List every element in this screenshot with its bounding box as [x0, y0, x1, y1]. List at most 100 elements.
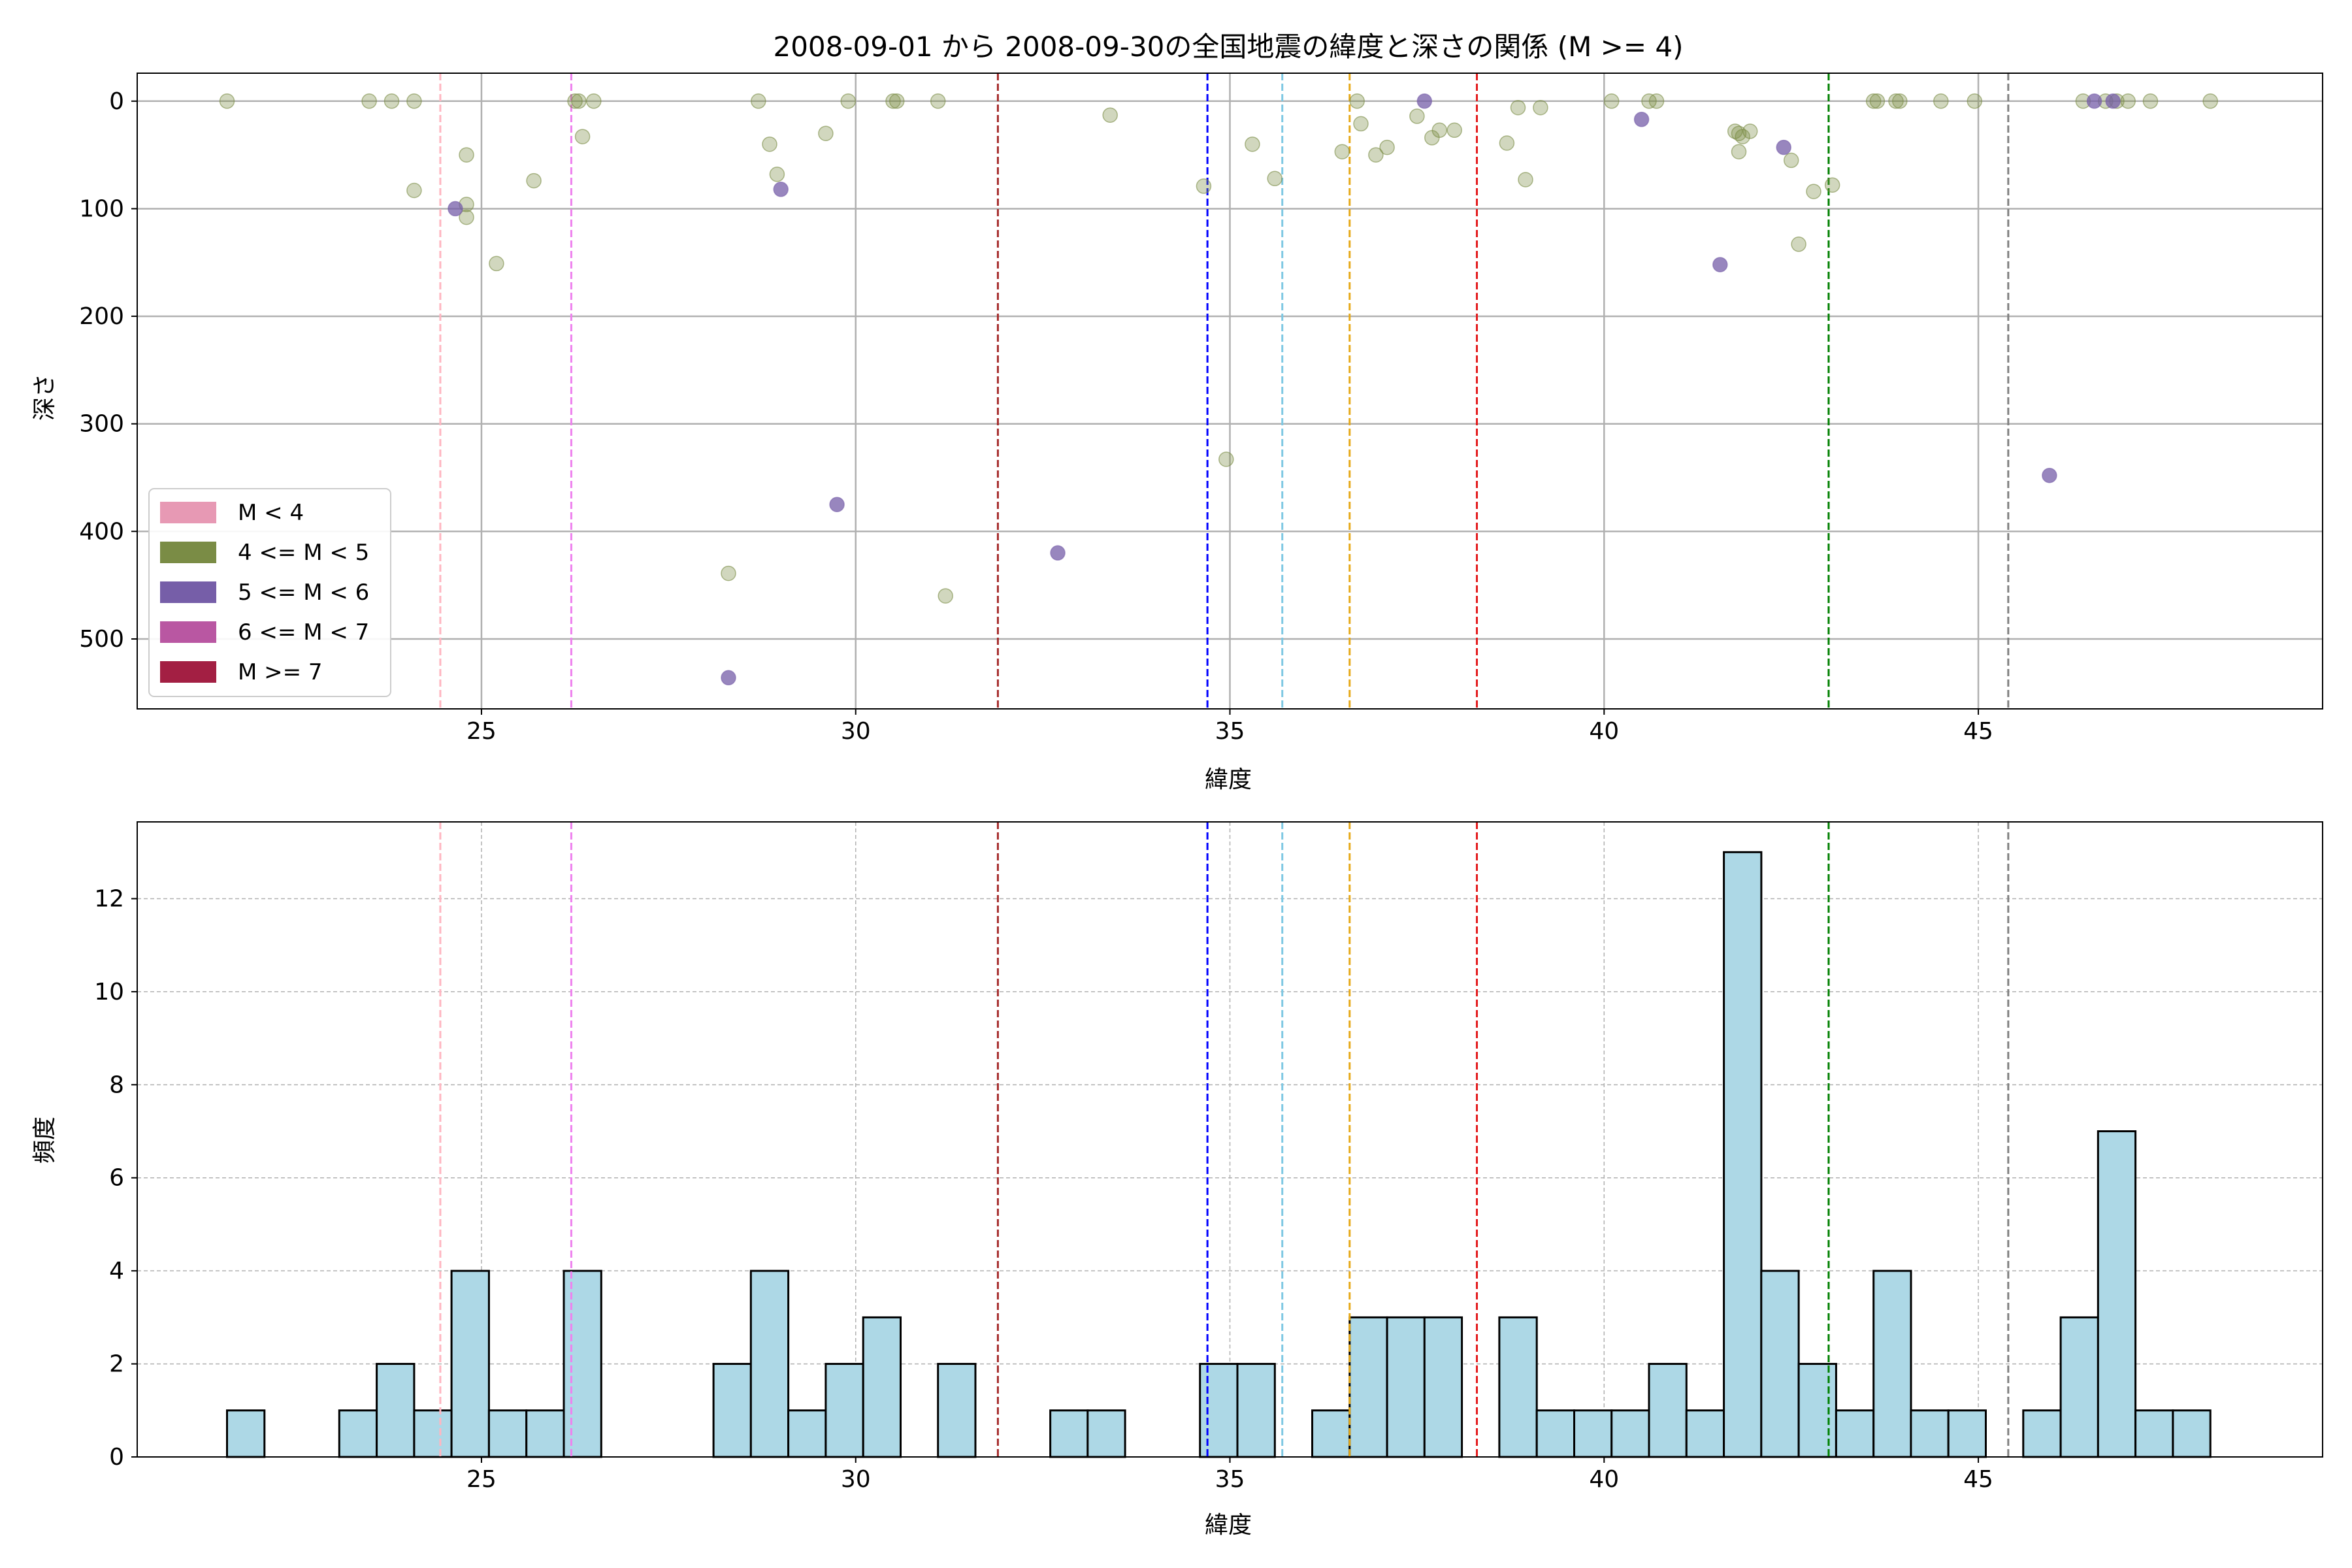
scatter-point: [2120, 93, 2136, 109]
scatter-point: [1379, 139, 1395, 155]
legend-box: [148, 488, 391, 697]
scatter-point: [885, 93, 901, 109]
scatter-point: [2086, 93, 2102, 109]
scatter-point: [1533, 99, 1548, 116]
histogram-x-ticks: 25 30 35 40 45: [466, 1457, 1993, 1493]
scatter-y-tick-label: 500: [79, 626, 124, 653]
histogram-bar: [338, 1409, 378, 1458]
scatter-point: [571, 93, 587, 109]
scatter-point: [751, 93, 766, 109]
scatter-point: [840, 93, 857, 109]
scatter-point: [1865, 93, 1882, 109]
scatter-point: [889, 93, 905, 109]
histogram-y-tick-label: 4: [109, 1258, 124, 1284]
scatter-y-tick-label: 300: [79, 411, 124, 438]
histogram-bar: [787, 1409, 827, 1458]
histogram-y-tick-label: 2: [109, 1351, 124, 1378]
histogram-bar: [1236, 1363, 1276, 1458]
scatter-point: [2142, 93, 2159, 109]
scatter-point: [459, 209, 474, 225]
histogram-bar: [2172, 1409, 2212, 1458]
histogram-bar: [1348, 1316, 1388, 1458]
histogram-y-tick-label: 6: [109, 1165, 124, 1192]
legend-label: 4 <= M < 5: [238, 540, 369, 566]
scatter-point: [384, 93, 400, 109]
histogram-bar: [450, 1269, 490, 1458]
histogram-y-tick-label: 0: [109, 1444, 124, 1471]
scatter-point: [1334, 144, 1350, 159]
histogram-bar: [712, 1363, 752, 1458]
scatter-point: [1806, 184, 1821, 199]
histogram-bar: [563, 1269, 602, 1458]
scatter-point: [489, 255, 504, 272]
histogram-bar: [1610, 1409, 1650, 1458]
histogram-bar: [525, 1409, 565, 1458]
legend: M < 4 4 <= M < 5 5 <= M < 6 6 <= M < 7 M >= …: [148, 488, 391, 697]
histogram-y-tick-label: 8: [109, 1071, 124, 1098]
scatter-point: [818, 125, 834, 141]
scatter-points: [219, 93, 2218, 686]
scatter-point: [721, 565, 736, 581]
scatter-point: [1869, 93, 1886, 109]
legend-label: 5 <= M < 6: [238, 580, 369, 606]
histogram-panel: 25 30 35 40 45 0 2 4 6 8 10 12 緯度 頻度: [31, 821, 2323, 1539]
scatter-point: [1776, 139, 1791, 155]
legend-swatch: [160, 581, 216, 603]
scatter-point: [1633, 112, 1650, 127]
scatter-y-tick-label: 0: [109, 88, 124, 115]
scatter-point: [721, 670, 736, 686]
histogram-bar: [1386, 1316, 1426, 1458]
scatter-point: [2105, 93, 2121, 109]
histogram-bar: [825, 1363, 864, 1458]
scatter-point: [1409, 108, 1425, 124]
scatter-point: [459, 147, 474, 163]
histogram-bar: [1535, 1409, 1575, 1458]
scatter-point: [2202, 93, 2218, 109]
scatter-gridlines: [137, 73, 2323, 709]
scatter-point: [1791, 237, 1806, 252]
scatter-y-tick-label: 400: [79, 518, 124, 545]
scatter-x-tick-label: 30: [841, 718, 871, 745]
histogram-bar: [1049, 1409, 1089, 1458]
legend-label: 6 <= M < 7: [238, 619, 369, 645]
scatter-point: [938, 588, 953, 604]
scatter-x-tick-label: 40: [1589, 718, 1619, 745]
scatter-point: [1446, 122, 1462, 139]
scatter-point: [773, 182, 789, 197]
histogram-bar: [1311, 1409, 1351, 1458]
histogram-bar: [1872, 1269, 1912, 1458]
histogram-bar: [2134, 1409, 2174, 1458]
scatter-y-tick-label: 200: [79, 303, 124, 330]
scatter-point: [1416, 93, 1433, 109]
histogram-bar: [1648, 1363, 1688, 1458]
scatter-point: [769, 167, 785, 182]
scatter-point: [2042, 467, 2057, 483]
scatter-point: [1742, 123, 1758, 139]
scatter-point: [1967, 93, 1983, 109]
histogram-bars: [226, 851, 2212, 1458]
scatter-point: [1431, 122, 1448, 139]
histogram-bar: [749, 1269, 790, 1458]
scatter-point: [1892, 93, 1908, 109]
scatter-x-tick-label: 45: [1963, 718, 1993, 745]
scatter-point: [567, 93, 583, 109]
scatter-point: [1933, 93, 1949, 109]
scatter-point: [1196, 178, 1212, 194]
histogram-bar: [1760, 1269, 1800, 1458]
scatter-point: [1102, 107, 1118, 123]
histogram-bar: [2097, 1130, 2137, 1458]
scatter-point: [1731, 144, 1747, 159]
scatter-point: [526, 172, 542, 189]
histogram-bar: [937, 1363, 977, 1458]
legend-label: M >= 7: [238, 659, 323, 685]
scatter-point: [1824, 177, 1840, 193]
histogram-bar: [487, 1409, 528, 1458]
histogram-bar: [1723, 851, 1763, 1458]
scatter-point: [1349, 93, 1365, 109]
histogram-bar: [1835, 1409, 1875, 1458]
histogram-bar: [2059, 1316, 2099, 1458]
legend-swatch: [160, 502, 216, 523]
histogram-x-tick-label: 40: [1589, 1466, 1619, 1493]
histogram-x-tick-label: 35: [1215, 1466, 1245, 1493]
